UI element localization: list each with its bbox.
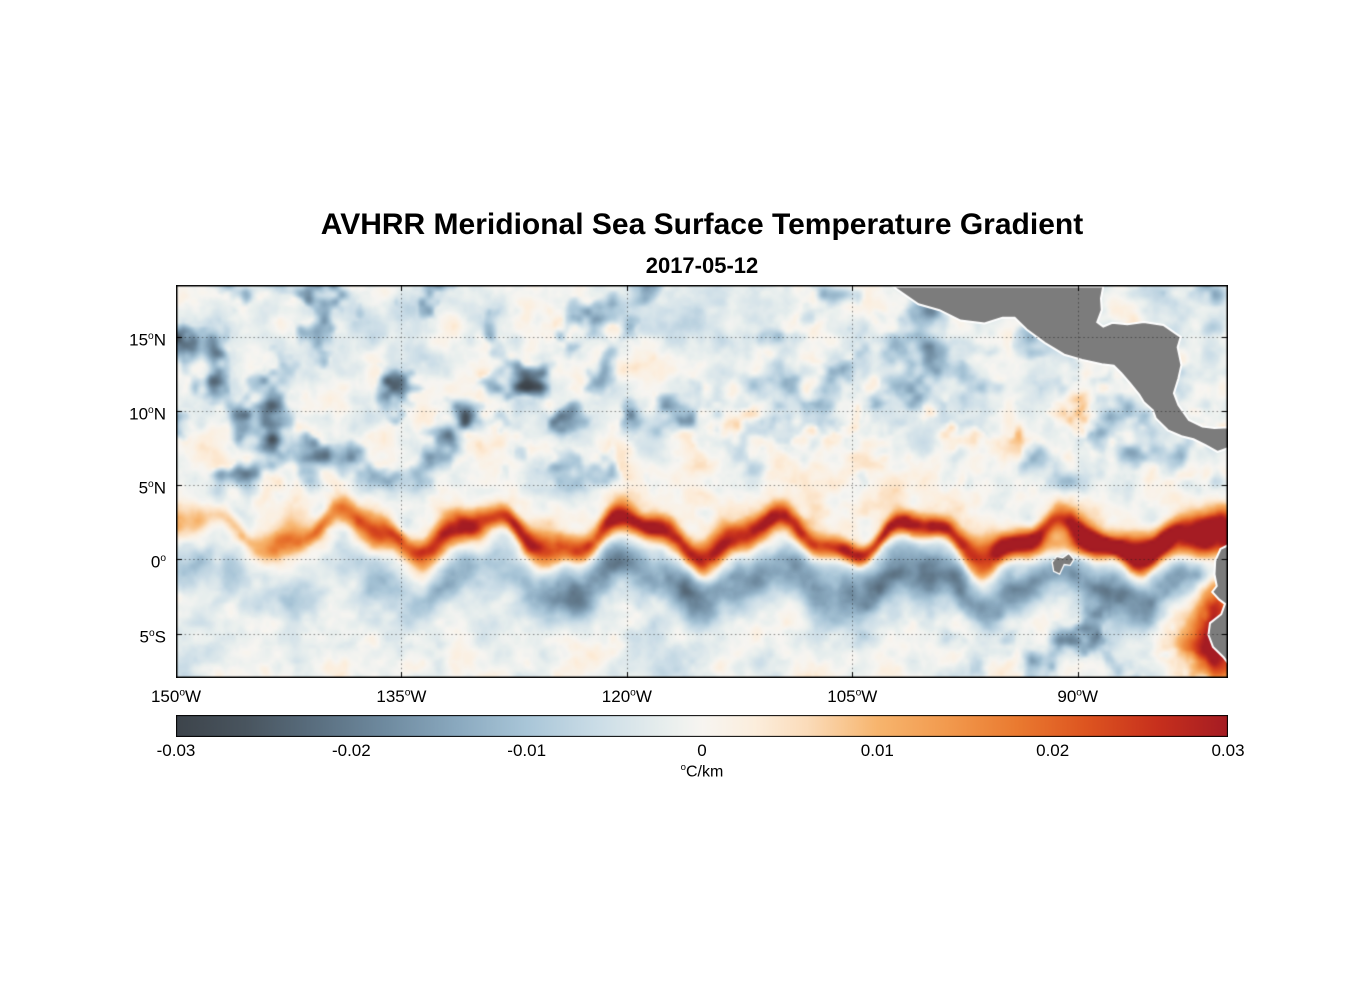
colorbar-canvas	[176, 715, 1228, 737]
lon-tick-label: 135oW	[376, 687, 427, 706]
colorbar-tick-label: 0.02	[1036, 741, 1070, 760]
lat-tick-label: 5oN	[138, 478, 166, 498]
colorbar-unit-label: oC/km	[176, 762, 1228, 781]
colorbar-tick-label: -0.03	[156, 741, 196, 760]
lat-tick-label: 10oN	[129, 404, 166, 424]
sst-gradient-heatmap-canvas	[176, 285, 1228, 678]
unit-text: C/km	[686, 763, 724, 781]
lat-tick-label: 15oN	[129, 330, 166, 350]
colorbar-tick-label: 0	[697, 741, 707, 760]
lon-tick-label: 150oW	[150, 687, 202, 706]
lat-tick-label: 0o	[150, 553, 166, 572]
colorbar-tick-label: 0.03	[1211, 741, 1245, 760]
lat-tick-label: 5oS	[139, 627, 166, 647]
chart-date-subtitle: 2017-05-12	[645, 253, 759, 278]
lon-tick-label: 105oW	[827, 687, 878, 706]
colorbar-tick-label: -0.02	[331, 741, 371, 760]
chart-title: AVHRR Meridional Sea Surface Temperature…	[320, 208, 1084, 241]
colorbar-tick-label: 0.01	[860, 741, 894, 760]
colorbar-tick-label: -0.01	[507, 741, 547, 760]
degree-superscript: o	[680, 762, 686, 773]
lon-tick-label: 90oW	[1057, 687, 1099, 706]
lon-tick-label: 120oW	[601, 687, 652, 706]
